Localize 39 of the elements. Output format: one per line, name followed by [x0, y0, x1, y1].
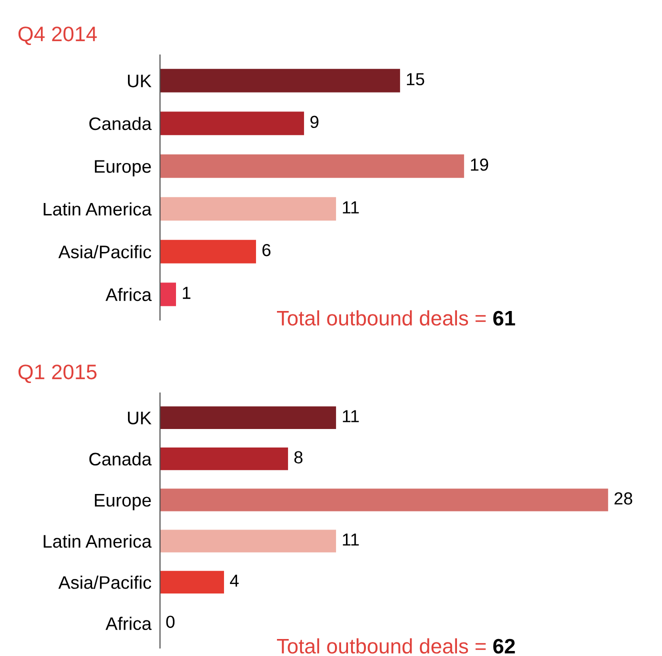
- data-label: 4: [230, 574, 239, 587]
- y-tick-label: Europe: [94, 160, 151, 176]
- y-tick-label: Canada: [89, 452, 152, 466]
- y-tick-label: Latin America: [44, 534, 152, 548]
- y-tick-label: Europe: [94, 494, 151, 510]
- data-label: 19: [470, 158, 488, 171]
- bar: [160, 282, 176, 306]
- bar: [160, 406, 336, 429]
- annotation: Total outbound deals = 61: [276, 310, 516, 326]
- annotation: Total outbound deals = 62: [276, 638, 515, 654]
- y-tick-label: UK: [128, 74, 152, 88]
- bar: [160, 240, 256, 264]
- bar: [160, 112, 304, 136]
- y-tick-label: Asia/Pacific: [58, 245, 152, 258]
- data-label: 6: [262, 244, 270, 256]
- data-label: 11: [342, 410, 359, 422]
- bar: [160, 530, 336, 552]
- y-tick-label: Latin America: [44, 202, 152, 216]
- bar: [160, 488, 608, 512]
- data-label: 15: [406, 73, 424, 86]
- chart-title: Q1 2015: [18, 364, 97, 384]
- data-label: 8: [294, 451, 302, 464]
- y-tick-label: Asia/Pacific: [58, 576, 152, 589]
- bar: [160, 154, 464, 178]
- bar: [160, 68, 400, 92]
- data-label: 9: [310, 116, 318, 128]
- data-label: 11: [342, 534, 359, 546]
- y-tick-label: Canada: [89, 116, 152, 130]
- y-tick-label: UK: [128, 412, 152, 424]
- data-label: 11: [342, 201, 359, 214]
- bar: [160, 570, 224, 594]
- bar: [160, 447, 288, 470]
- y-tick-label: Africa: [106, 288, 152, 302]
- data-label: 1: [182, 286, 190, 299]
- y-tick-label: Africa: [106, 616, 152, 630]
- data-label: 28: [614, 492, 632, 505]
- data-label: 0: [166, 616, 175, 628]
- bar: [160, 197, 336, 221]
- chart-title: Q4 2014: [18, 26, 97, 46]
